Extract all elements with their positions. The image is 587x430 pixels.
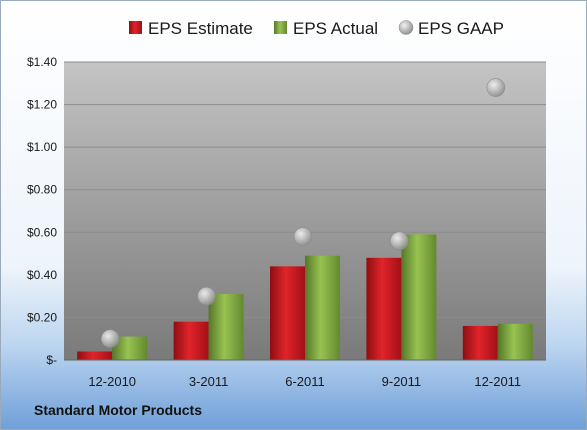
legend-swatch-actual: [274, 21, 287, 34]
legend-label-actual: EPS Actual: [293, 19, 378, 38]
y-axis-ticks: $- $0.20 $0.40 $0.60 $0.80 $1.00 $1.20 $1.40: [27, 55, 57, 367]
y-tick-label: $0.80: [27, 183, 57, 197]
y-tick-label: $-: [46, 353, 57, 367]
marker-eps-gaap: [390, 231, 409, 251]
legend-item-eps-actual: EPS Actual: [274, 19, 378, 38]
legend-label-estimate: EPS Estimate: [148, 19, 253, 38]
gaap-markers: [100, 78, 506, 349]
y-tick-label: $1.00: [27, 140, 57, 154]
bar-eps-actual: [305, 255, 340, 360]
legend: EPS Estimate EPS Actual EPS GAAP: [129, 19, 504, 38]
legend-swatch-gaap: [398, 20, 414, 35]
marker-eps-gaap: [100, 329, 120, 349]
y-tick-label: $1.20: [27, 98, 57, 112]
x-tick-label: 9-2011: [382, 374, 422, 389]
x-axis-ticks: 12-2010 3-2011 6-2011 9-2011 12-2011: [88, 374, 521, 389]
bar-eps-actual: [208, 294, 244, 360]
legend-swatch-estimate: [129, 21, 142, 34]
y-tick-label: $0.40: [27, 268, 57, 282]
bar-eps-estimate: [270, 266, 305, 360]
legend-item-eps-gaap: EPS GAAP: [398, 19, 504, 38]
y-tick-label: $1.40: [27, 55, 57, 69]
bar-eps-estimate: [462, 325, 498, 360]
x-tick-label: 12-2010: [88, 374, 136, 389]
marker-eps-gaap: [197, 286, 216, 306]
marker-eps-gaap: [293, 227, 313, 246]
bar-eps-estimate: [173, 321, 209, 360]
y-tick-label: $0.20: [27, 310, 57, 324]
legend-item-eps-estimate: EPS Estimate: [129, 19, 253, 38]
x-tick-label: 6-2011: [285, 374, 325, 389]
x-tick-label: 12-2011: [474, 374, 521, 389]
bar-eps-estimate: [366, 257, 402, 360]
bar-eps-actual: [401, 234, 437, 360]
x-tick-label: 3-2011: [189, 374, 229, 389]
legend-label-gaap: EPS GAAP: [418, 19, 504, 38]
company-name: Standard Motor Products: [34, 402, 202, 418]
bars: [77, 234, 533, 360]
marker-eps-gaap: [486, 78, 506, 97]
bar-eps-actual: [497, 323, 533, 360]
y-tick-label: $0.60: [27, 225, 57, 239]
bar-eps-estimate: [77, 351, 113, 360]
bar-eps-actual: [112, 336, 148, 360]
